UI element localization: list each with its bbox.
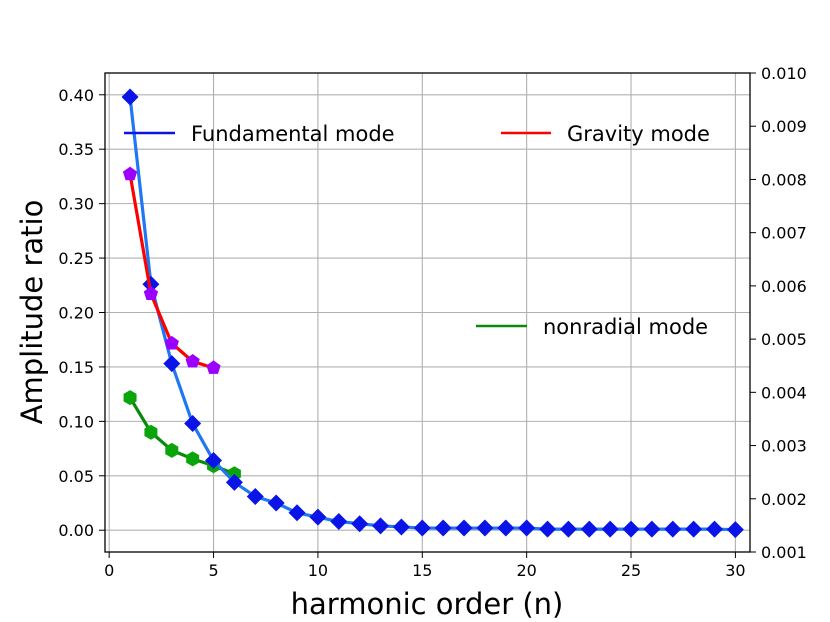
- data-point: [185, 353, 200, 368]
- y2-tick-label: 0.008: [761, 170, 807, 189]
- series-layer: [121, 88, 744, 539]
- y-tick-label: 0.05: [58, 467, 94, 486]
- data-point: [267, 494, 285, 512]
- y2-tick-label: 0.002: [761, 490, 807, 509]
- data-point: [622, 520, 640, 538]
- data-point: [392, 518, 410, 536]
- data-point: [309, 508, 327, 526]
- x-tick-label: 15: [412, 561, 432, 580]
- y-tick-label: 0.40: [58, 86, 94, 105]
- legend-label-fundamental: Fundamental mode: [191, 122, 395, 146]
- data-point: [206, 360, 221, 374]
- legend-label-gravity: Gravity mode: [567, 122, 710, 146]
- data-point: [123, 390, 137, 406]
- data-point: [330, 513, 348, 531]
- x-tick-label: 5: [208, 561, 218, 580]
- x-tick-label: 25: [621, 561, 641, 580]
- legend-fundamental: Fundamental mode: [124, 122, 395, 146]
- y-tick-label: 0.20: [58, 304, 94, 323]
- x-tick-label: 0: [104, 561, 114, 580]
- data-point: [518, 519, 536, 537]
- series-gravity-mode: [122, 166, 221, 374]
- data-point: [144, 424, 158, 440]
- data-point: [184, 415, 202, 433]
- series-nonradial-mode: [123, 390, 241, 482]
- y-tick-label: 0.10: [58, 412, 94, 431]
- data-point: [497, 519, 515, 537]
- data-point: [372, 517, 390, 535]
- data-point: [163, 355, 181, 373]
- data-point: [351, 515, 369, 533]
- x-tick-label: 20: [516, 561, 536, 580]
- data-point: [539, 520, 557, 538]
- ticks: 0 5 10 15 20 25 30 0.00 0.05 0.10 0.15 0.20 0.25 0.30…: [58, 64, 806, 580]
- legend-label-nonradial: nonradial mode: [543, 315, 708, 339]
- data-point: [122, 166, 138, 181]
- y-tick-label: 0.25: [58, 249, 94, 268]
- data-point: [142, 275, 160, 293]
- y-tick-label: 0.30: [58, 195, 94, 214]
- data-point: [559, 520, 577, 538]
- data-point: [726, 521, 744, 539]
- data-point: [288, 504, 306, 522]
- data-point: [121, 88, 139, 106]
- series-line: [128, 95, 737, 532]
- data-point: [706, 520, 724, 538]
- data-point: [413, 519, 431, 537]
- y2-tick-label: 0.001: [761, 543, 807, 562]
- data-point: [476, 519, 494, 537]
- data-point: [246, 487, 264, 505]
- data-point: [685, 520, 703, 538]
- y2-tick-label: 0.004: [761, 383, 807, 402]
- data-point: [434, 519, 452, 537]
- x-axis-label: harmonic order (n): [291, 587, 564, 621]
- x-tick-label: 10: [308, 561, 328, 580]
- data-point: [664, 520, 682, 538]
- data-point: [164, 335, 179, 350]
- y2-tick-label: 0.003: [761, 437, 807, 456]
- series-fundamental-mode: [121, 88, 744, 539]
- y-tick-label: 0.15: [58, 358, 94, 377]
- legend-gravity: Gravity mode: [501, 122, 710, 146]
- y2-tick-label: 0.010: [761, 64, 807, 83]
- y-tick-label: 0.00: [58, 521, 94, 540]
- data-point: [643, 520, 661, 538]
- y2-tick-label: 0.009: [761, 117, 807, 136]
- x-tick-label: 30: [725, 561, 745, 580]
- data-point: [601, 520, 619, 538]
- y2-tick-label: 0.006: [761, 277, 807, 296]
- data-point: [143, 286, 159, 300]
- y-tick-label: 0.35: [58, 140, 94, 159]
- data-point: [165, 442, 179, 458]
- y2-tick-label: 0.005: [761, 330, 807, 349]
- data-point: [205, 452, 223, 470]
- data-point: [580, 520, 598, 538]
- data-point: [186, 451, 200, 467]
- data-point: [225, 473, 243, 491]
- data-point: [455, 519, 473, 537]
- y2-tick-label: 0.007: [761, 224, 807, 243]
- y-axis-label: Amplitude ratio: [15, 200, 49, 425]
- legend-nonradial: nonradial mode: [476, 315, 708, 339]
